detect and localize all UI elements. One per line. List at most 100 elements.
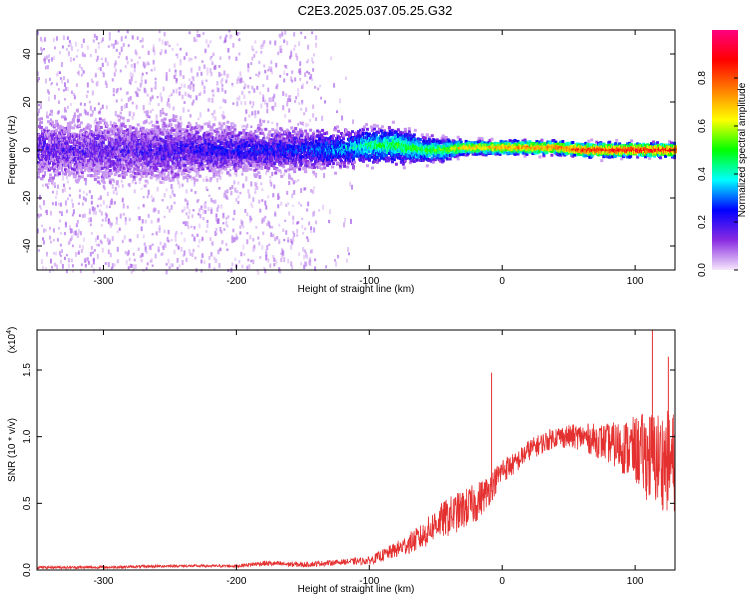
spectrogram-cell [117, 55, 120, 59]
spectrogram-cell [75, 180, 79, 184]
spectrogram-cell [181, 159, 184, 164]
spectrogram-cell [223, 158, 227, 162]
spectrogram-cell [271, 225, 274, 229]
spectrogram-cell [74, 41, 77, 47]
spectrogram-cell [102, 184, 105, 189]
spectrogram-cell [44, 126, 48, 130]
spectrogram-cell [104, 216, 107, 222]
spectrogram-cell [67, 263, 70, 269]
spectrogram-cell [265, 171, 268, 176]
spectrogram-cell [64, 139, 68, 143]
spectrogram-cell [219, 247, 222, 252]
spectrogram-cell [129, 111, 132, 114]
spectrogram-cell [88, 143, 92, 147]
spectrogram-cell [213, 162, 217, 166]
spectrogram-cell [228, 128, 232, 132]
spectrogram-cell [154, 81, 157, 85]
spectrogram-cell [220, 124, 224, 128]
spectrogram-cell [67, 51, 70, 54]
spectrogram-cell [270, 66, 273, 70]
spectrogram-cell [242, 225, 245, 229]
spectrogram-cell [103, 137, 107, 141]
spectrogram-cell [83, 154, 87, 158]
spectrogram-cell [187, 85, 190, 89]
spectrogram-cell [53, 262, 56, 267]
spectrogram-cell [93, 161, 97, 165]
spectrogram-cell [175, 133, 179, 137]
spectrogram-cell [241, 220, 244, 226]
spectrogram-cell [37, 150, 40, 154]
spectrogram-cell [264, 127, 268, 131]
spectrogram-cell [92, 39, 95, 43]
spectrogram-cell [91, 90, 94, 96]
spectrogram-cell [80, 73, 83, 77]
spectrogram-cell [178, 183, 181, 189]
spectrogram-cell [150, 168, 154, 172]
spectrogram-cell [161, 199, 164, 202]
spectrogram-cell [97, 161, 101, 165]
spectrogram-cell [53, 156, 57, 160]
spectrogram-cell [195, 95, 198, 101]
spectrogram-cell [252, 136, 256, 140]
spectrogram-cell [108, 178, 112, 182]
spectrogram-cell [96, 180, 100, 184]
spectrogram-cell [49, 158, 53, 162]
spectrogram-cell [150, 68, 153, 72]
spectrogram-cell [160, 96, 163, 102]
spectrogram-cell [104, 57, 107, 63]
spectrogram-cell [97, 67, 100, 71]
spectrogram-cell [212, 123, 216, 127]
spectrogram-cell [207, 132, 211, 136]
spectrogram-cell [151, 233, 154, 236]
spectrogram-cell [88, 208, 91, 213]
spectrogram-cell [193, 169, 197, 173]
spectrogram-cell [136, 93, 139, 98]
spectrogram-cell [193, 37, 196, 42]
spectrogram-cell [167, 229, 170, 235]
spectrogram-cell [44, 165, 48, 169]
spectrogram-cell [46, 120, 50, 124]
spectrogram-cell [83, 53, 86, 58]
spectrogram-cell [154, 253, 157, 259]
spectrogram-cell [186, 221, 189, 227]
spectrogram-cell [253, 53, 256, 58]
spectrogram-cell [250, 202, 253, 207]
spectrogram-cell [202, 159, 206, 163]
spectrogram-cell [227, 74, 230, 78]
spectrogram-cell [146, 151, 150, 155]
spectrogram-cell [264, 155, 268, 159]
spectrogram-cell [190, 131, 194, 135]
spectrogram-cell [93, 177, 97, 181]
spectrogram-cell [54, 251, 57, 256]
spectrogram-cell [48, 77, 51, 81]
spectrogram-cell [71, 244, 74, 248]
spectrogram-cell [173, 193, 176, 198]
spectrogram-cell [207, 108, 210, 112]
spectrogram-cell [41, 132, 45, 136]
spectrogram-cell [128, 146, 132, 150]
spectrogram-cell [86, 174, 90, 178]
spectrogram-cell [219, 149, 223, 153]
spectrogram-cell [149, 244, 152, 251]
spectrogram-cell [209, 179, 212, 183]
spectrogram-cell [61, 171, 64, 176]
spectrogram-cell [178, 132, 182, 136]
spectrogram-cell [257, 269, 260, 275]
spectrogram-cell [190, 176, 193, 181]
spectrogram-cell [260, 164, 264, 168]
spectrogram-cell [62, 155, 66, 159]
spectrogram-cell [222, 115, 226, 119]
spectrogram-cell [202, 158, 206, 162]
spectrogram-cell [80, 67, 83, 71]
spectrogram-cell [71, 126, 75, 130]
spectrogram-cell [125, 259, 128, 265]
spectrogram-cell [258, 241, 261, 246]
spectrogram-cell [58, 149, 62, 153]
spectrogram-cell [119, 115, 122, 119]
spectrogram-cell [156, 176, 160, 180]
spectrogram-cell [162, 179, 165, 185]
spectrogram-cell [133, 147, 137, 151]
spectrogram-cell [163, 32, 166, 37]
spectrogram-cell [66, 180, 69, 184]
spectrogram-cell [199, 164, 203, 168]
